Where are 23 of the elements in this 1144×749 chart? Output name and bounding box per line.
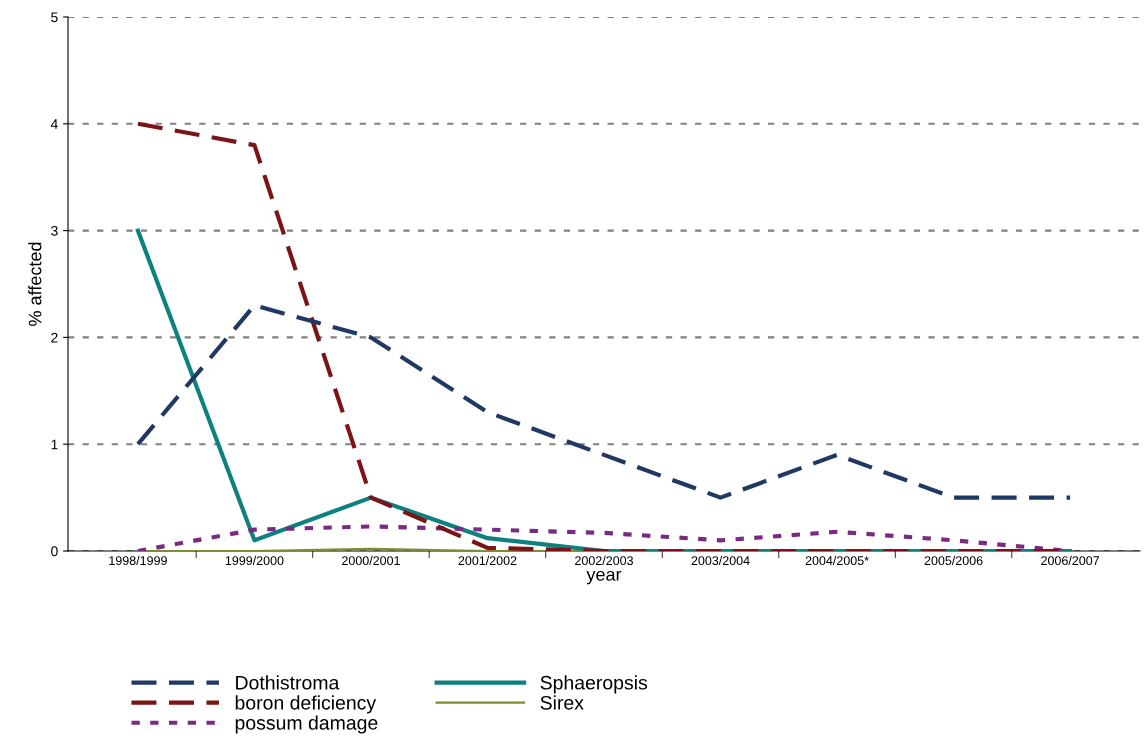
line-series (135, 303, 1073, 500)
x-tick-label: 2000/2001 (342, 555, 400, 566)
x-tick-label: 2004/2005* (805, 555, 869, 566)
legend-label: boron deficiency (235, 695, 377, 714)
legend-label: Sphaeropsis (540, 675, 648, 694)
legend-label: possum damage (235, 715, 378, 734)
legend-label: Dothistroma (236, 675, 340, 690)
x-tick-label: 2001/2002 (458, 555, 517, 566)
y-tick-label: 2 (51, 332, 58, 343)
legend-label: Sirex (540, 695, 584, 710)
x-tick-label: 2003/2004 (691, 555, 750, 566)
y-tick-label: 1 (51, 439, 58, 450)
y-axis-title: % affected (28, 242, 42, 326)
y-tick-label: 0 (51, 546, 58, 557)
y-tick-label: 4 (50, 119, 58, 129)
y-tick-label: 3 (51, 225, 58, 236)
x-tick-label: 2005/2006 (924, 555, 983, 566)
x-tick-label: 1999/2000 (225, 555, 284, 566)
x-tick-label: 2006/2007 (1041, 555, 1100, 566)
x-tick-label: 1998/1999 (109, 555, 167, 566)
x-tick-label: 2002/2003 (575, 555, 633, 566)
y-tick-label: 5 (51, 12, 58, 23)
x-axis-title: year (586, 570, 622, 585)
